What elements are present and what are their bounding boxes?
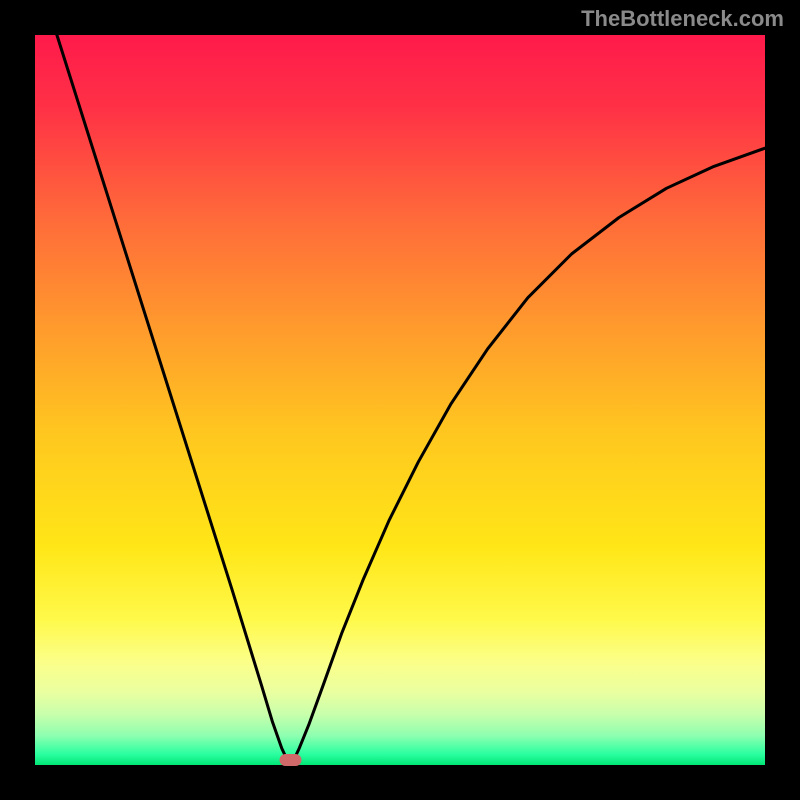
watermark-text: TheBottleneck.com (581, 6, 784, 32)
plot-background (35, 35, 765, 765)
chart-stage: TheBottleneck.com (0, 0, 800, 800)
chart-svg (0, 0, 800, 800)
minimum-marker (280, 754, 302, 766)
